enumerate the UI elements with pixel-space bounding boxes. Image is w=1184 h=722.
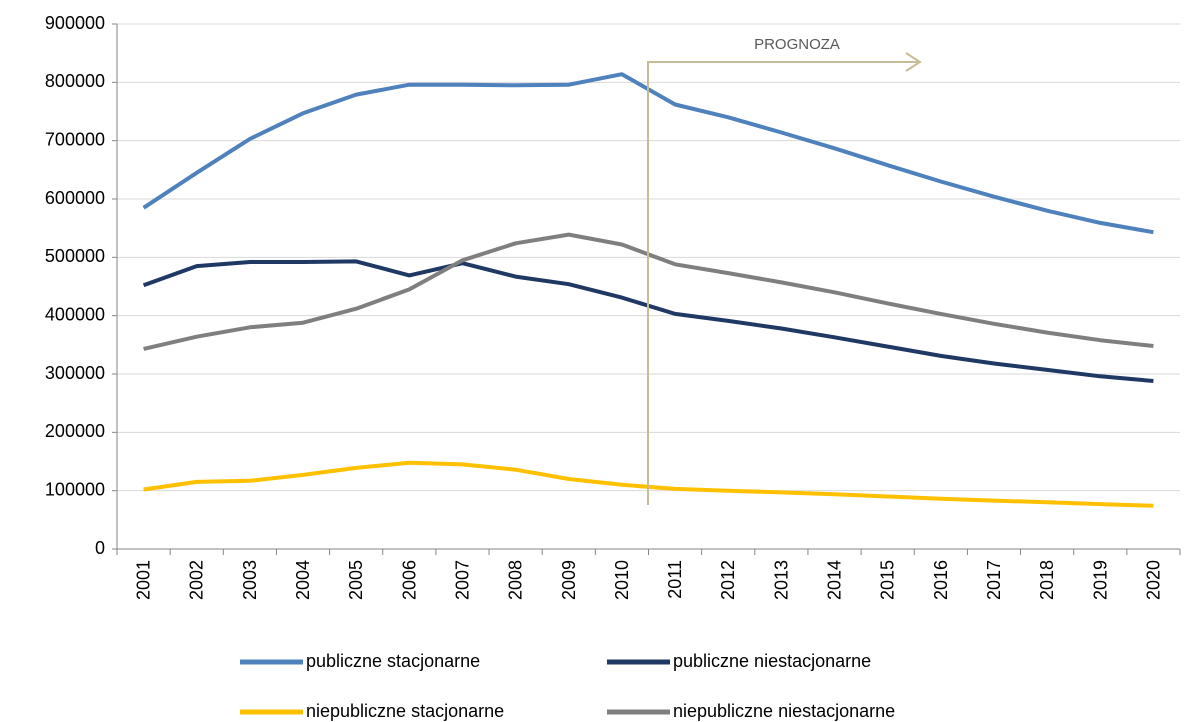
legend-label: publiczne stacjonarne (306, 651, 480, 671)
y-tick-label: 100000 (45, 479, 105, 499)
x-tick-label: 2005 (346, 560, 366, 600)
forecast-marker: PROGNOZA (647, 36, 922, 505)
x-tick-label: 2014 (825, 560, 845, 600)
x-tick-label: 2011 (665, 560, 685, 599)
y-tick-label: 400000 (45, 304, 105, 324)
x-tick-label: 2017 (984, 560, 1004, 600)
x-tick-label: 2018 (1037, 560, 1057, 600)
arrow-head (905, 52, 922, 72)
x-tick-label: 2001 (134, 560, 154, 600)
y-tick-label: 600000 (45, 188, 105, 208)
x-tick-label: 2010 (612, 560, 632, 600)
y-tick-label: 0 (95, 538, 105, 558)
y-tick-label: 300000 (45, 363, 105, 383)
x-tick-label: 2013 (771, 560, 791, 600)
y-tick-label: 800000 (45, 71, 105, 91)
y-tick-label: 700000 (45, 129, 105, 149)
x-tick-label: 2004 (293, 560, 313, 600)
x-tick-label: 2003 (240, 560, 260, 600)
x-tick-label: 2007 (452, 560, 472, 600)
y-tick-label: 900000 (45, 13, 105, 33)
x-tick-label: 2012 (718, 560, 738, 600)
legend-label: niepubliczne niestacjonarne (673, 701, 895, 721)
x-tick-label: 2015 (878, 560, 898, 600)
x-tick-label: 2016 (931, 560, 951, 600)
x-tick-label: 2008 (506, 560, 526, 600)
legend-label: publiczne niestacjonarne (673, 651, 871, 671)
x-tick-label: 2020 (1143, 560, 1163, 600)
x-tick-label: 2019 (1090, 560, 1110, 600)
x-tick-label: 2002 (187, 560, 207, 600)
y-tick-label: 200000 (45, 421, 105, 441)
annotation: PROGNOZA (754, 36, 840, 53)
x-tick-label: 2009 (559, 560, 579, 600)
legend-label: niepubliczne stacjonarne (306, 701, 504, 721)
plot: 0 100000 200000 300000 400000 500000 600000 700… (45, 13, 1181, 721)
x-tick-label: 2006 (399, 560, 419, 600)
y-tick-label: 500000 (45, 246, 105, 266)
forecast-arrow (647, 61, 918, 505)
